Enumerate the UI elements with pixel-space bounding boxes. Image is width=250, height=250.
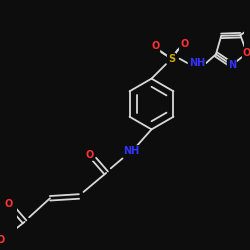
- Text: O: O: [86, 150, 94, 160]
- Text: O: O: [0, 235, 5, 245]
- Text: O: O: [180, 39, 188, 49]
- Text: S: S: [168, 54, 175, 64]
- Text: O: O: [151, 41, 159, 51]
- Text: NH: NH: [189, 58, 205, 68]
- Text: O: O: [4, 199, 12, 209]
- Text: O: O: [243, 48, 250, 58]
- Text: NH: NH: [124, 146, 140, 156]
- Text: N: N: [228, 60, 236, 70]
